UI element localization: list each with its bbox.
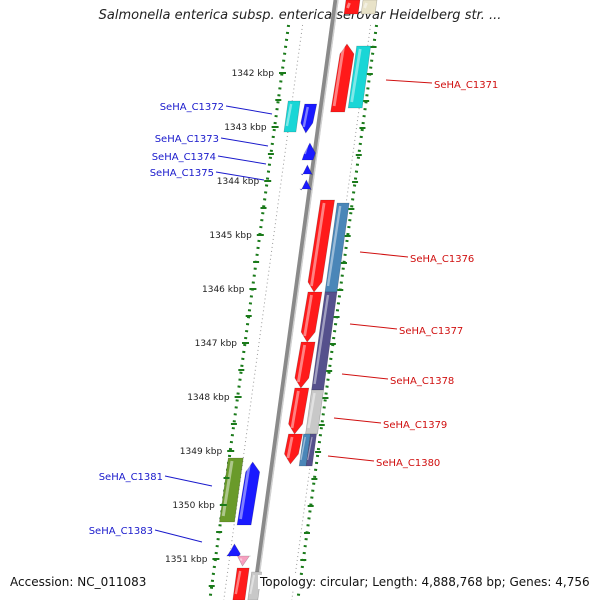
gene-label-seha-c1373: SeHA_C1373 [155, 134, 219, 145]
gene-box-bottom-pink-sheen [239, 558, 243, 561]
gene-box-top-red-sheen [346, 2, 351, 9]
kbp-tick-label: 1350 kbp [172, 501, 215, 511]
gene-box-c1380-purple-sheen [307, 436, 313, 461]
gene-box-c1376-blue-sheen [326, 205, 342, 287]
gene-label-leader [333, 417, 382, 424]
gene-label-leader [225, 105, 273, 115]
gene-box-bottom-pink [236, 555, 251, 567]
kbp-tick-label: 1343 kbp [224, 123, 267, 133]
gene-box-c1377-red-sheen [303, 294, 313, 337]
gene-box-c1380-red-sheen [286, 436, 294, 459]
gene-box-bottom-red [232, 567, 250, 600]
gene-label-leader [349, 323, 398, 330]
kbp-tick-label: 1349 kbp [180, 447, 223, 457]
gene-label-seha-c1375: SeHA_C1375 [150, 168, 214, 179]
gene-label-leader [217, 155, 267, 165]
backbone-line [251, 0, 339, 600]
gene-box-bottom-grey-sheen [249, 574, 256, 595]
gene-box-c1381-blue-sheen [239, 464, 251, 520]
gene-label-seha-c1374: SeHA_C1374 [152, 152, 216, 163]
gene-box-c1376-red-sheen [310, 202, 326, 287]
kbp-tick-label: 1342 kbp [232, 69, 275, 79]
gene-label-seha-c1371: SeHA_C1371 [434, 80, 498, 91]
gene-box-c1372-cyan [283, 100, 301, 133]
gene-box-c1383-sheen [228, 546, 233, 551]
kbp-tick-label: 1345 kbp [209, 231, 252, 241]
gene-label-seha-c1383: SeHA_C1383 [89, 526, 153, 537]
gene-label-leader [164, 475, 213, 487]
gene-box-c1379-grey [305, 389, 324, 435]
gene-box-c1373 [301, 142, 316, 161]
gene-label-seha-c1381: SeHA_C1381 [99, 472, 163, 483]
gene-box-c1374 [300, 164, 313, 176]
kbp-tick-label: 1346 kbp [202, 285, 245, 295]
gene-box-bottom-red-sheen [234, 570, 242, 595]
gene-box-c1379-grey-sheen [307, 392, 316, 429]
gene-box-c1372-blue-sheen [302, 106, 309, 128]
gene-box-c1380-purple [305, 433, 317, 467]
gene-label-leader [327, 455, 375, 462]
kbp-tick-label: 1348 kbp [187, 393, 230, 403]
gene-box-c1375 [299, 179, 312, 191]
gene-box-c1371-cyan-sheen [350, 48, 362, 103]
inner-right-boundary [291, 24, 372, 600]
gene-box-c1381-blue [236, 461, 261, 526]
gene-box-c1381-olive-sheen [221, 460, 234, 517]
gene-box-c1380-blue-sheen [300, 436, 306, 461]
kbp-tick-label: 1344 kbp [217, 177, 260, 187]
gene-box-top-red [343, 0, 361, 15]
gene-box-c1379-red [288, 387, 310, 435]
gene-label-leader [359, 251, 409, 258]
kbp-tick-layer: 1342 kbp 1343 kbp 1344 kbp 1345 kbp 1346 kbp… [165, 46, 377, 588]
gene-box-c1371-cyan [347, 45, 372, 109]
gene-label-seha-c1378: SeHA_C1378 [390, 376, 454, 387]
gene-label-seha-c1379: SeHA_C1379 [383, 420, 447, 431]
gene-box-c1378-red [294, 341, 316, 389]
map-title: Salmonella enterica subsp. enterica sero… [98, 8, 502, 23]
accession-text: Accession: NC_011083 [8, 575, 149, 589]
gene-box-c1383 [226, 543, 241, 557]
backbone-highlight [255, 0, 339, 600]
gene-label-leader [385, 79, 433, 84]
gene-box-c1371-red [330, 43, 355, 113]
gene-box-c1372-blue [300, 103, 318, 134]
gene-box-c1377-red [300, 291, 323, 343]
feature-layer [219, 0, 378, 600]
gene-label-seha-c1372: SeHA_C1372 [160, 102, 224, 113]
gene-box-c1372-cyan-sheen [285, 103, 293, 127]
kbp-tick-label: 1347 kbp [195, 339, 238, 349]
gene-label-seha-c1377: SeHA_C1377 [399, 326, 463, 337]
gene-box-c1373-sheen [303, 145, 309, 155]
summary-text: Topology: circular; Length: 4,888,768 bp… [258, 575, 592, 589]
kbp-tick-label: 1351 kbp [165, 555, 208, 565]
gene-box-top-beige-sheen [363, 2, 368, 9]
gene-box-top-beige [360, 0, 378, 15]
gene-box-c1379-red-sheen [290, 390, 300, 429]
gene-label-leader [215, 171, 265, 181]
gene-label-leader [154, 529, 203, 543]
outer-right-boundary [296, 24, 379, 600]
gene-box-c1377-purple-sheen [313, 294, 330, 385]
gene-label-leader [220, 137, 269, 147]
gene-box-c1376-red [307, 199, 335, 293]
gene-label-seha-c1380: SeHA_C1380 [376, 458, 440, 469]
gene-label-leader [341, 373, 389, 380]
gene-label-seha-c1376: SeHA_C1376 [410, 254, 474, 265]
gene-box-c1371-red-sheen [332, 46, 345, 107]
gene-box-c1380-red [284, 433, 303, 465]
gene-box-c1378-red-sheen [296, 344, 307, 383]
gene-label-layer: SeHA_C1371 SeHA_C1376 SeHA_C1377 SeHA_C1378… [89, 79, 498, 543]
